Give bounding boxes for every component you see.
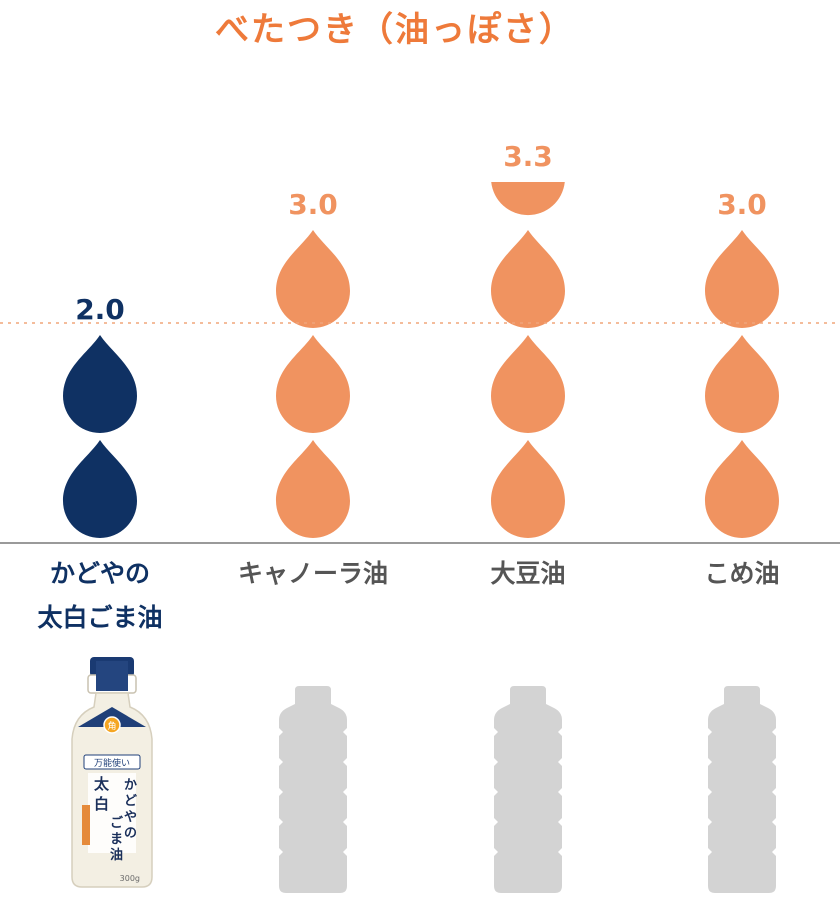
category-label: かどやの 太白ごま油 — [37, 559, 163, 632]
generic-bottle-icon — [488, 686, 568, 897]
svg-text:か: か — [124, 778, 137, 793]
svg-text:や: や — [124, 810, 137, 825]
drop-mark — [63, 335, 137, 433]
svg-text:の: の — [124, 826, 137, 841]
drop-mark — [491, 230, 565, 328]
category-label: キャノーラ油 — [237, 559, 388, 588]
svg-text:ど: ど — [124, 794, 137, 809]
svg-text:油: 油 — [110, 847, 123, 863]
value-label: 3.3 — [503, 140, 553, 173]
category-label: こめ油 — [704, 559, 780, 588]
generic-bottle-icon — [273, 686, 353, 897]
product-bottle-image: 角 万能使い か ど や の 太 白 ご ま 油 300g — [66, 655, 158, 895]
drop-mark — [276, 335, 350, 433]
drop-mark — [491, 335, 565, 433]
drop-mark — [63, 440, 137, 538]
drop-mark — [705, 335, 779, 433]
product-badge-text: 万能使い — [94, 757, 130, 769]
value-label: 3.0 — [288, 188, 338, 221]
category-label: 大豆油 — [490, 559, 566, 588]
value-label: 2.0 — [75, 293, 125, 326]
svg-text:太: 太 — [94, 775, 110, 793]
chart-title: べたつき（油っぽさ） — [215, 10, 575, 50]
value-label: 3.0 — [717, 188, 767, 221]
product-volume-text: 300g — [120, 874, 140, 883]
svg-text:ご: ご — [110, 815, 124, 831]
svg-text:ま: ま — [110, 832, 123, 847]
drop-mark — [491, 440, 565, 538]
svg-text:白: 白 — [94, 795, 109, 813]
drop-mark — [276, 230, 350, 328]
generic-bottle-icon — [702, 686, 782, 897]
drop-mark — [705, 440, 779, 538]
partial-drop-mark — [491, 182, 565, 216]
drop-mark — [276, 440, 350, 538]
product-logo-text: 角 — [107, 720, 116, 732]
drop-mark — [705, 230, 779, 328]
